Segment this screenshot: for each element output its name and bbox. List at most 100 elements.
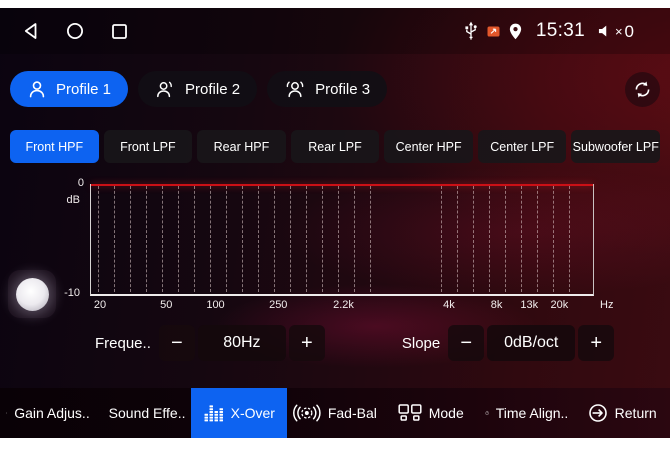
toolbar-return[interactable]: Return — [574, 388, 670, 438]
gridline — [305, 186, 307, 292]
volume-knob[interactable] — [8, 270, 56, 318]
gridline — [146, 186, 148, 292]
filter-tabs: Front HPF Front LPF Rear HPF Rear LPF Ce… — [10, 130, 661, 163]
response-curve — [91, 184, 593, 186]
y-tick-0: 0 — [77, 177, 84, 189]
toolbar-label: X-Over — [230, 405, 275, 421]
profile-tab-label: Profile 2 — [185, 80, 241, 98]
gridline — [473, 186, 475, 292]
gridline — [289, 186, 291, 292]
gridline — [370, 186, 372, 292]
location-icon — [509, 23, 522, 39]
gridline — [489, 186, 491, 292]
toolbar-gain-adjust[interactable]: Gain Adjus.. — [0, 388, 96, 438]
volume-count-label: 0 — [624, 21, 634, 41]
x-tick-label: 50 — [160, 299, 173, 311]
y-axis-unit: dB — [66, 194, 80, 206]
gridline — [193, 186, 195, 292]
mute-x-label: × — [614, 23, 623, 39]
x-tick-label: 20k — [550, 299, 569, 311]
gridline — [114, 186, 116, 292]
slope-label: Slope — [401, 334, 441, 352]
slope-minus-button[interactable]: − — [448, 325, 485, 361]
recents-icon — [112, 23, 127, 39]
usb-icon — [465, 21, 477, 40]
person-icon — [29, 81, 45, 98]
frequency-plus-button[interactable]: + — [288, 325, 325, 361]
gridline — [321, 186, 323, 292]
x-tick-label: 250 — [269, 299, 288, 311]
equalizer-bars-icon — [204, 405, 223, 422]
profile-tab-2[interactable]: Profile 2 — [138, 71, 258, 107]
refresh-icon — [635, 81, 650, 98]
home-button[interactable] — [66, 22, 84, 40]
gridline — [226, 186, 228, 292]
frequency-value: 80Hz — [197, 325, 286, 361]
head-unit-screen: 15:31 × 0 Profile 1 — [0, 8, 670, 438]
frequency-minus-button[interactable]: − — [158, 325, 195, 361]
toolbar-fad-bal[interactable]: Fad-Bal — [287, 388, 383, 438]
bottom-toolbar: Gain Adjus.. Sound Effe.. — [0, 388, 670, 438]
x-tick-label: 4k — [443, 299, 455, 311]
profile-tab-label: Profile 3 — [315, 80, 371, 98]
gridline — [553, 186, 555, 292]
slope-value: 0dB/oct — [487, 325, 576, 361]
x-tick-label: 20 — [93, 299, 107, 311]
gridline — [537, 186, 539, 292]
gridline — [98, 186, 100, 292]
profile-tabs: Profile 1 Profile 2 Profile 3 — [10, 71, 660, 107]
filter-tab-center-lpf[interactable]: Center LPF — [477, 130, 567, 163]
status-icons: 15:31 × 0 — [464, 20, 634, 42]
home-icon — [67, 23, 83, 39]
profile-tab-label: Profile 1 — [56, 80, 112, 98]
filter-tab-front-lpf[interactable]: Front LPF — [103, 130, 193, 163]
toolbar-label: Fad-Bal — [327, 405, 377, 421]
knob-indicator — [15, 277, 49, 311]
frequency-label: Freque.. — [95, 334, 151, 352]
x-axis-unit: Hz — [600, 299, 614, 311]
filter-tab-rear-lpf[interactable]: Rear LPF — [290, 130, 380, 163]
x-tick-label: 100 — [206, 299, 225, 311]
plot-area[interactable] — [90, 184, 594, 296]
gridline — [274, 186, 276, 292]
filter-tab-front-hpf[interactable]: Front HPF — [10, 130, 99, 163]
filter-tab-center-hpf[interactable]: Center HPF — [384, 130, 473, 163]
gridline — [258, 186, 260, 292]
frequency-control: Freque.. − 80Hz + — [95, 325, 325, 361]
gridline — [242, 186, 244, 292]
toolbar-label: Time Align.. — [495, 405, 569, 421]
mode-icon — [398, 404, 422, 421]
gridline — [521, 186, 523, 292]
x-tick-label: 13k — [520, 299, 539, 311]
gridline — [209, 186, 211, 292]
toolbar-label: Return — [614, 405, 657, 421]
recents-button[interactable] — [111, 23, 128, 40]
gridline — [505, 186, 507, 292]
filter-tab-subwoofer-lpf[interactable]: Subwoofer LPF — [571, 130, 661, 163]
back-button[interactable] — [22, 22, 39, 40]
y-tick-min10: -10 — [64, 287, 80, 299]
profile-tab-1[interactable]: Profile 1 — [10, 71, 129, 107]
profile-tab-3[interactable]: Profile 3 — [267, 71, 388, 107]
person-waves-icon — [286, 81, 304, 98]
back-icon — [24, 23, 37, 39]
gridline — [130, 186, 132, 292]
filter-tab-rear-hpf[interactable]: Rear HPF — [197, 130, 286, 163]
speaker-mute-icon — [598, 25, 607, 37]
gridline — [354, 186, 356, 292]
toolbar-x-over[interactable]: X-Over — [191, 388, 288, 438]
toolbar-sound-effects[interactable]: Sound Effe.. — [96, 388, 192, 438]
gridline — [568, 186, 570, 292]
crossover-controls: Freque.. − 80Hz + Slope − 0dB/oct + — [95, 325, 615, 361]
toolbar-label: Gain Adjus.. — [14, 405, 90, 421]
stopwatch-icon — [485, 411, 489, 415]
clock: 15:31 — [535, 20, 585, 41]
reset-button[interactable] — [625, 72, 660, 107]
person-wave-icon — [157, 81, 172, 98]
x-axis-ticks: Hz 20 50 100 250 2.2k 4k 8k 13k 20k — [90, 299, 614, 313]
toolbar-time-align[interactable]: Time Align.. — [479, 388, 575, 438]
android-nav-buttons — [22, 22, 128, 40]
slope-plus-button[interactable]: + — [578, 325, 615, 361]
toolbar-mode[interactable]: Mode — [383, 388, 479, 438]
gridline — [177, 186, 179, 292]
